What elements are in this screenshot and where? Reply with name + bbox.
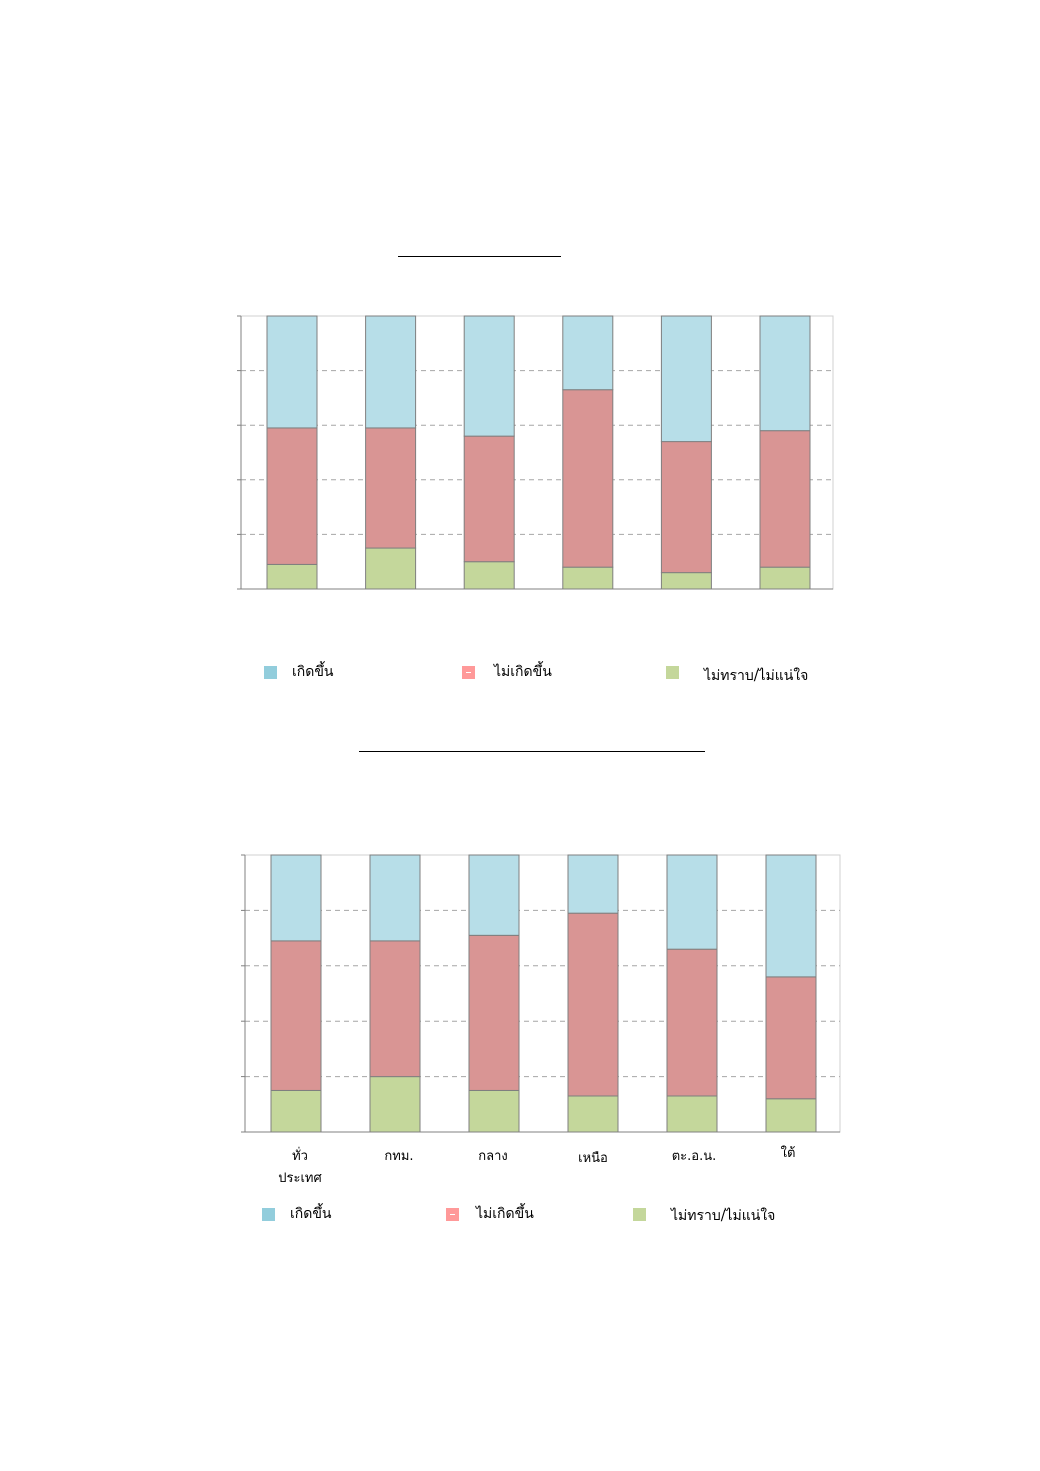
- chart-2-title-underline: [359, 751, 705, 752]
- chart-2-legend-item-occurred: เกิดขึ้น: [262, 1203, 332, 1225]
- x-tick-label: เหนือ: [578, 1151, 608, 1166]
- bar-segment-c1-cat5-s1: [759, 430, 811, 568]
- bar-segment-c2-cat1-s1: [369, 940, 421, 1078]
- legend-label-unsure: ไม่ทราบ/ไม่แน่ใจ: [671, 1208, 776, 1224]
- bar-segment-c1-cat1-s2: [365, 315, 417, 429]
- chart-2-legend-item-not-occurred: ไม่เกิดขึ้น: [446, 1203, 534, 1225]
- bar-segment-c2-cat3-s1: [567, 912, 619, 1097]
- bar-segment-c1-cat4-s2: [660, 315, 712, 443]
- bar-segment-c2-cat1-s2: [369, 854, 421, 942]
- chart-1-legend-item-occurred: เกิดขึ้น: [264, 661, 334, 683]
- bar-segment-c2-cat3-s0: [567, 1095, 619, 1133]
- bar-segment-c1-cat0-s2: [266, 315, 318, 429]
- bar-segment-c2-cat2-s1: [468, 934, 520, 1091]
- x-tick-label: ทั่ว ประเทศ: [278, 1149, 322, 1186]
- bar-segment-c1-cat2-s2: [463, 315, 515, 437]
- legend-label-occurred: เกิดขึ้น: [292, 664, 334, 680]
- legend-label-occurred: เกิดขึ้น: [290, 1206, 332, 1222]
- x-tick-label: กลาง: [478, 1149, 508, 1164]
- chart-2-legend-item-unsure: ไม่ทราบ/ไม่แน่ใจ: [633, 1203, 775, 1225]
- chart-1-legend-item-not-occurred: ไม่เกิดขึ้น: [462, 661, 552, 683]
- bar-segment-c1-cat1-s1: [365, 427, 417, 549]
- legend-label-not-occurred: ไม่เกิดขึ้น: [494, 664, 552, 680]
- x-tick-label: ใต้: [780, 1146, 796, 1161]
- legend-swatch-not-occurred: [462, 665, 475, 679]
- bar-segment-c2-cat0-s2: [270, 854, 322, 942]
- stacked-bar-chart-2: [241, 854, 841, 1133]
- bar-segment-c1-cat5-s2: [759, 315, 811, 432]
- bar-segment-c2-cat2-s0: [468, 1089, 520, 1133]
- bar-segment-c1-cat3-s2: [562, 315, 614, 391]
- legend-label-unsure: ไม่ทราบ/ไม่แน่ใจ: [704, 668, 809, 684]
- bar-segment-c1-cat3-s1: [562, 389, 614, 568]
- bar-segment-c1-cat0-s1: [266, 427, 318, 565]
- stacked-bar-chart-1: [237, 315, 834, 590]
- bar-segment-c2-cat0-s0: [270, 1089, 322, 1133]
- bar-segment-c2-cat1-s0: [369, 1076, 421, 1133]
- bar-segment-c2-cat5-s0: [765, 1098, 817, 1133]
- legend-swatch-not-occurred: [446, 1207, 459, 1221]
- bar-segment-c2-cat3-s2: [567, 854, 619, 914]
- legend-swatch-unsure: [666, 665, 679, 679]
- bar-segment-c2-cat0-s1: [270, 940, 322, 1091]
- bar-segment-c1-cat2-s1: [463, 435, 515, 563]
- chart-1-title-underline: [398, 256, 561, 257]
- bar-segment-c1-cat4-s1: [660, 441, 712, 574]
- bar-segment-c2-cat4-s0: [666, 1095, 718, 1133]
- bar-segment-c2-cat4-s1: [666, 948, 718, 1097]
- bar-segment-c2-cat4-s2: [666, 854, 718, 950]
- legend-swatch-unsure: [633, 1207, 646, 1221]
- legend-swatch-occurred: [264, 665, 277, 679]
- bar-segment-c2-cat2-s2: [468, 854, 520, 936]
- plot-area: [244, 854, 841, 1133]
- legend-label-not-occurred: ไม่เกิดขึ้น: [476, 1206, 534, 1222]
- bar-segment-c2-cat5-s1: [765, 976, 817, 1100]
- x-tick-label: กทม.: [384, 1149, 414, 1164]
- chart-1-legend-item-unsure: ไม่ทราบ/ไม่แน่ใจ: [666, 661, 808, 684]
- x-tick-label: ตะ.อ.น.: [671, 1149, 717, 1164]
- bar-segment-c2-cat5-s2: [765, 854, 817, 978]
- legend-swatch-occurred: [262, 1207, 275, 1221]
